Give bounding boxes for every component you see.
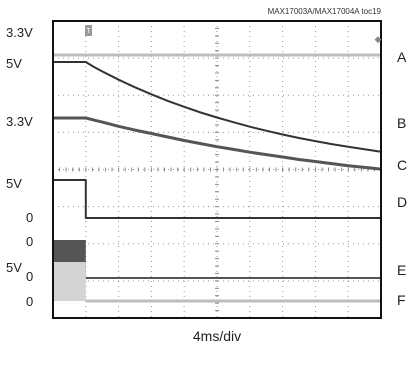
traces bbox=[53, 53, 382, 303]
trace-letter-e: E bbox=[397, 262, 406, 278]
level-label-d-5v: 5V bbox=[6, 176, 22, 191]
level-label-d-0: 0 bbox=[26, 210, 33, 225]
trace-letter-b: B bbox=[397, 115, 406, 131]
grid bbox=[53, 21, 381, 318]
chart-title: MAX17003A/MAX17004A toc19 bbox=[268, 7, 382, 16]
level-label-e-0a: 0 bbox=[26, 234, 33, 249]
ref-marker-icon: ◆ bbox=[375, 34, 382, 44]
trace-letter-c: C bbox=[397, 157, 407, 173]
plot-frame bbox=[52, 20, 382, 319]
level-label-f-0: 0 bbox=[26, 294, 33, 309]
trigger-marker-icon: T bbox=[85, 25, 92, 36]
trace-d-line bbox=[53, 179, 381, 219]
trace-letters: A B C D E F bbox=[397, 49, 407, 308]
trace-b-line bbox=[53, 61, 382, 153]
trace-f-high-region bbox=[53, 262, 86, 301]
trace-c-line bbox=[53, 116, 382, 171]
level-label-e-0b: 0 bbox=[26, 269, 33, 284]
level-label-b-5v: 5V bbox=[6, 56, 22, 71]
svg-text:T: T bbox=[86, 28, 91, 35]
trace-letter-d: D bbox=[397, 194, 407, 210]
left-level-labels: 3.3V 5V 3.3V 5V 0 0 0 5V 0 bbox=[6, 25, 33, 309]
trace-letter-f: F bbox=[397, 292, 406, 308]
level-label-f-5v: 5V bbox=[6, 260, 22, 275]
x-axis-label: 4ms/div bbox=[193, 328, 241, 344]
level-label-a-3v3: 3.3V bbox=[6, 25, 33, 40]
level-label-c-3v3: 3.3V bbox=[6, 114, 33, 129]
trace-letter-a: A bbox=[397, 49, 407, 65]
